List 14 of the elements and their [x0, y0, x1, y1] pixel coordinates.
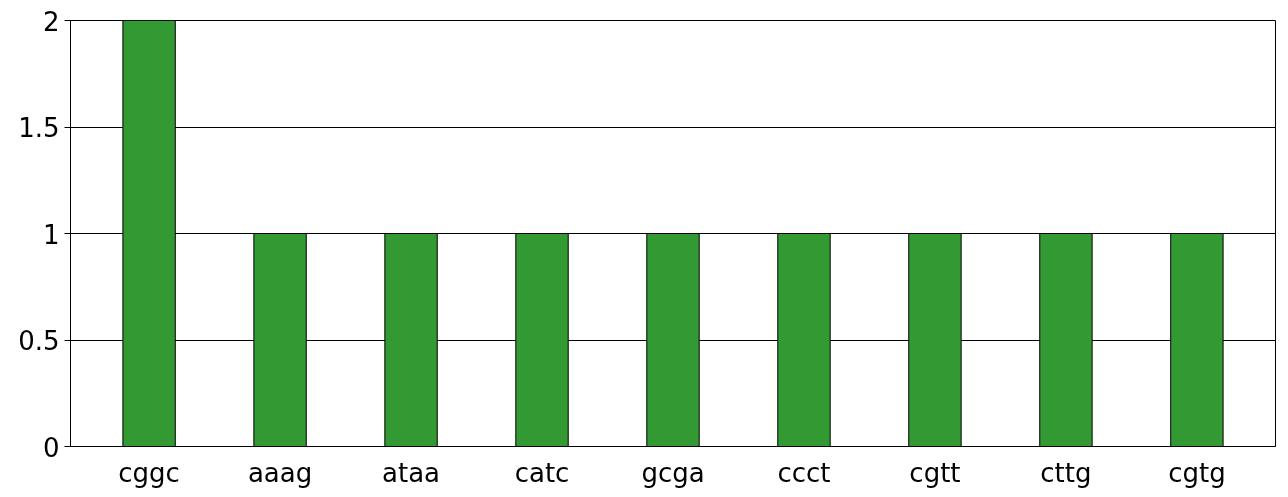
y-tick-label: 0: [42, 432, 60, 463]
x-tick-label: catc: [514, 457, 570, 488]
x-tick-label: gcga: [641, 457, 705, 488]
y-tick-label: 1: [42, 219, 60, 250]
x-tick-label: cttg: [1040, 457, 1092, 488]
y-tick-label: 1.5: [18, 113, 60, 143]
x-tick-label: aaag: [247, 457, 313, 488]
y-tick-label: 0.5: [18, 326, 60, 356]
x-tick-label: ataa: [382, 457, 441, 488]
x-tick-label: ccct: [777, 457, 831, 488]
y-tick-label: 2: [42, 6, 60, 37]
x-tick-label: cgtg: [1168, 457, 1226, 488]
x-tick-label: cgtt: [909, 457, 961, 488]
x-tick-label: cggc: [118, 457, 180, 488]
